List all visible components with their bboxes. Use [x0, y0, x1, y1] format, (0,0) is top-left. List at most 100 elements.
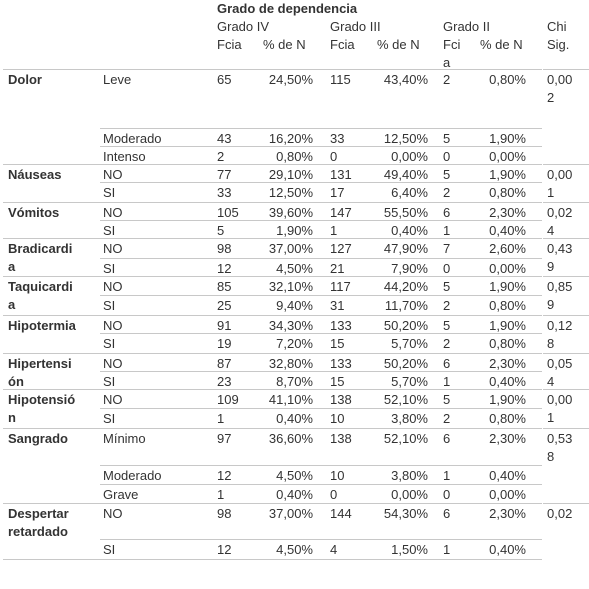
header-sig: Sig.	[547, 37, 570, 52]
cell-g4p: 9,40%	[276, 298, 313, 313]
cell-g3p: 3,80%	[391, 411, 428, 426]
chi-divider	[543, 389, 589, 390]
variable-label: Vómitos	[8, 205, 60, 220]
cell-g3f: 33	[330, 131, 345, 146]
cell-g4p: 4,50%	[276, 468, 313, 483]
cell-g2p: 1,90%	[489, 318, 526, 333]
row-divider	[100, 220, 542, 221]
cell-g3f: 144	[330, 506, 352, 521]
row-divider	[100, 276, 542, 277]
variable-label-cont: n	[8, 410, 16, 425]
row-divider	[100, 503, 542, 504]
cell-g2p: 0,40%	[489, 468, 526, 483]
cell-g4p: 0,80%	[276, 149, 313, 164]
group-divider	[3, 238, 100, 239]
cell-g2p: 0,80%	[489, 298, 526, 313]
cell-g2f: 7	[443, 241, 451, 256]
cell-cat: Mínimo	[103, 431, 146, 446]
header-pct-g2: % de N	[480, 37, 523, 52]
variable-label: Dolor	[8, 72, 42, 87]
cell-g3f: 127	[330, 241, 352, 256]
cell-g3p: 54,30%	[383, 506, 428, 521]
row-divider	[100, 182, 542, 183]
group-divider	[3, 69, 100, 70]
variable-label: Hipotensió	[8, 392, 76, 407]
cell-g2p: 0,40%	[489, 374, 526, 389]
group-divider	[3, 276, 100, 277]
cell-cat: SI	[103, 411, 116, 426]
cell-g4f: 65	[217, 72, 232, 87]
row-divider	[100, 371, 542, 372]
cell-g2p: 2,30%	[489, 205, 526, 220]
variable-label: Náuseas	[8, 167, 62, 182]
cell-g3f: 15	[330, 336, 345, 351]
cell-g4p: 36,60%	[268, 431, 313, 446]
cell-g3f: 133	[330, 356, 352, 371]
cell-g2p: 2,60%	[489, 241, 526, 256]
cell-g2p: 0,80%	[489, 72, 526, 87]
cell-g3f: 131	[330, 167, 352, 182]
cell-g4p: 29,10%	[268, 167, 313, 182]
cell-g3p: 3,80%	[391, 468, 428, 483]
group-divider	[3, 428, 100, 429]
cell-cat: NO	[103, 392, 123, 407]
row-divider	[100, 465, 542, 466]
cell-g4p: 1,90%	[276, 223, 313, 238]
cell-chi-sig-cont: 8	[547, 336, 555, 351]
cell-g3p: 7,90%	[391, 261, 428, 276]
cell-g2f: 1	[443, 542, 451, 557]
cell-g4f: 87	[217, 356, 232, 371]
chi-divider	[543, 428, 589, 429]
cell-g4p: 0,40%	[276, 487, 313, 502]
cell-cat: Intenso	[103, 149, 146, 164]
cell-g4p: 37,00%	[268, 241, 313, 256]
row-divider	[100, 164, 542, 165]
row-divider	[100, 315, 542, 316]
cell-cat: SI	[103, 298, 116, 313]
header-chi: Chi	[547, 19, 567, 34]
cell-g3p: 55,50%	[383, 205, 428, 220]
cell-g3p: 11,70%	[384, 298, 428, 313]
cell-chi-sig: 0,43	[547, 241, 573, 256]
cell-g3f: 10	[330, 411, 345, 426]
cell-g3f: 21	[330, 261, 345, 276]
cell-g4p: 8,70%	[276, 374, 313, 389]
cell-g2p: 0,40%	[489, 223, 526, 238]
cell-g4f: 12	[217, 542, 232, 557]
variable-label: Hipotermia	[8, 318, 76, 333]
cell-g3f: 0	[330, 149, 338, 164]
cell-g3p: 50,20%	[383, 356, 428, 371]
cell-chi-sig-cont: 1	[547, 410, 555, 425]
cell-g3p: 0,00%	[391, 149, 428, 164]
cell-cat: NO	[103, 205, 123, 220]
cell-cat: Moderado	[103, 468, 162, 483]
chi-divider	[543, 276, 589, 277]
cell-g4p: 24,50%	[268, 72, 313, 87]
cell-cat: NO	[103, 279, 123, 294]
cell-chi-sig: 0,00	[547, 392, 573, 407]
cell-chi-sig: 0,00	[547, 167, 573, 182]
cell-g3f: 10	[330, 468, 345, 483]
variable-label-cont: retardado	[8, 524, 68, 539]
group-divider	[3, 389, 100, 390]
row-divider	[100, 238, 542, 239]
cell-g4p: 34,30%	[268, 318, 313, 333]
header-grado-iv: Grado IV	[217, 19, 270, 34]
cell-g4f: 33	[217, 185, 232, 200]
cell-chi-sig: 0,53	[547, 431, 573, 446]
cell-chi-sig-cont: 2	[547, 90, 555, 105]
cell-g4p: 32,10%	[268, 279, 313, 294]
cell-g3p: 5,70%	[391, 336, 428, 351]
variable-label-cont: a	[8, 259, 16, 274]
cell-g4f: 5	[217, 223, 225, 238]
cell-g2p: 0,80%	[489, 336, 526, 351]
cell-g4f: 109	[217, 392, 239, 407]
group-divider	[3, 503, 100, 504]
cell-g4f: 12	[217, 261, 232, 276]
cell-g3f: 4	[330, 542, 338, 557]
row-divider	[100, 333, 542, 334]
cell-chi-sig: 0,85	[547, 279, 573, 294]
cell-g4f: 25	[217, 298, 232, 313]
chi-divider	[543, 202, 589, 203]
cell-g3p: 0,40%	[391, 223, 428, 238]
